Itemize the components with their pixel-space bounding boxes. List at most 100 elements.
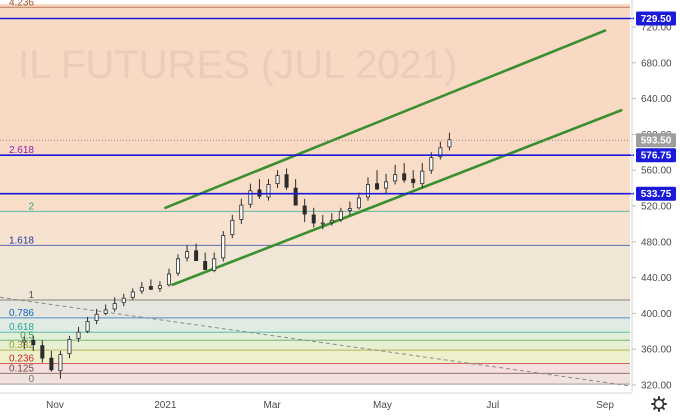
y-tick-label: 640.00 [641, 94, 672, 105]
fib-level-label: 4.236 [9, 0, 34, 8]
y-tick-label: 400.00 [641, 309, 672, 320]
candle-body [139, 287, 144, 292]
candle-body [248, 190, 253, 205]
fib-level-label: 0.618 [9, 322, 34, 333]
candle-body [275, 175, 280, 185]
candle-body [185, 251, 190, 259]
candle-body [22, 339, 27, 343]
chart-title-watermark: IL FUTURES (JUL 2021) [18, 43, 457, 87]
fib-level-label: 2.618 [9, 145, 34, 156]
candle-body [302, 205, 307, 215]
candle-body [76, 331, 81, 339]
candle-body [31, 339, 36, 346]
candle-body [402, 173, 407, 181]
candle-body [203, 261, 208, 270]
fib-zone [0, 299, 630, 318]
level-price-tag-label: 533.75 [641, 189, 672, 200]
candle-body [103, 309, 108, 314]
candle-body [393, 174, 398, 182]
candle-body [40, 345, 45, 359]
candle-body [157, 285, 162, 289]
x-tick-label: Sep [596, 400, 614, 411]
x-tick-label: Nov [46, 400, 64, 411]
candle-body [130, 291, 135, 298]
bottom-axis-panel [0, 393, 680, 417]
y-tick-label: 560.00 [641, 166, 672, 177]
candle-body [347, 208, 352, 211]
fib-zone [0, 373, 630, 385]
candle-body [384, 181, 389, 189]
fib-zone [0, 340, 630, 351]
x-tick-label: Jul [486, 400, 499, 411]
fib-zone [0, 384, 630, 393]
candle-body [365, 184, 370, 198]
candle-body [284, 174, 289, 188]
candle-body [239, 204, 244, 220]
fib-zone [0, 363, 630, 374]
candle-body [266, 184, 271, 198]
fib-level-label: 0 [28, 374, 34, 385]
candle-body [221, 235, 226, 259]
horizontal-levels [0, 17, 634, 195]
candle-body [194, 250, 199, 261]
y-axis: 720.00680.00640.00600.00560.00520.00480.… [631, 0, 672, 393]
channel-lower-line [171, 108, 623, 287]
price-tags: 729.50 576.75 533.75 593.50 [636, 11, 676, 201]
y-tick-label: 480.00 [641, 237, 672, 248]
candle-body [112, 303, 117, 310]
candle-body [58, 354, 63, 372]
candle-body [329, 219, 334, 223]
y-tick-label: 720.00 [641, 23, 672, 34]
fib-level-label: 0.5 [20, 330, 34, 341]
candle-body [49, 357, 54, 371]
level-price-tag-label: 729.50 [641, 14, 672, 25]
candle-body [375, 183, 380, 190]
candle-body [338, 210, 343, 220]
level-price-tag-bg [636, 148, 676, 163]
candle-body [438, 147, 443, 158]
candle-body [230, 219, 235, 236]
x-axis: Nov 2021 Mar May Jul Sep [0, 392, 632, 411]
level-price-tag-bg [636, 11, 676, 26]
y-tick-label: 520.00 [641, 202, 672, 213]
fib-zone [0, 332, 630, 341]
fib-level-label: 0.786 [9, 308, 34, 319]
y-tick-label: 680.00 [641, 58, 672, 69]
y-tick-label: 440.00 [641, 273, 672, 284]
candle-body [320, 222, 325, 225]
candle-body [166, 273, 171, 286]
fib-level-label: 2 [28, 201, 34, 212]
candle-body [293, 187, 298, 206]
fib-level-label: 0.236 [9, 354, 34, 365]
fib-zone [0, 4, 630, 155]
candle-body [311, 214, 316, 224]
x-tick-label: Mar [263, 400, 281, 411]
fib-zone [0, 350, 630, 364]
candle-body [148, 286, 153, 290]
y-tick-label: 320.00 [641, 381, 672, 392]
candle-body [94, 313, 99, 321]
fib-zone [0, 317, 630, 333]
candle-body [411, 178, 416, 184]
channel-upper-line [164, 29, 607, 210]
y-tick-label: 360.00 [641, 345, 672, 356]
candle-body [356, 197, 361, 209]
fib-level-label: 1.618 [9, 235, 34, 246]
fib-zone [0, 245, 630, 300]
fib-zone [0, 154, 630, 212]
price-candles [22, 132, 452, 379]
candle-body [121, 297, 126, 304]
fib-level-label: 1 [28, 290, 34, 301]
fib-level-label: 0.382 [9, 340, 34, 351]
candle-body [447, 139, 452, 148]
candle-body [85, 321, 90, 332]
last-price-tag-label: 593.50 [641, 136, 672, 147]
x-tick-label: May [373, 400, 392, 411]
level-price-tag-label: 576.75 [641, 151, 672, 162]
candle-body [429, 157, 434, 171]
candle-body [420, 170, 425, 185]
settings-gear-icon[interactable] [651, 396, 667, 412]
candle-body [176, 258, 181, 274]
